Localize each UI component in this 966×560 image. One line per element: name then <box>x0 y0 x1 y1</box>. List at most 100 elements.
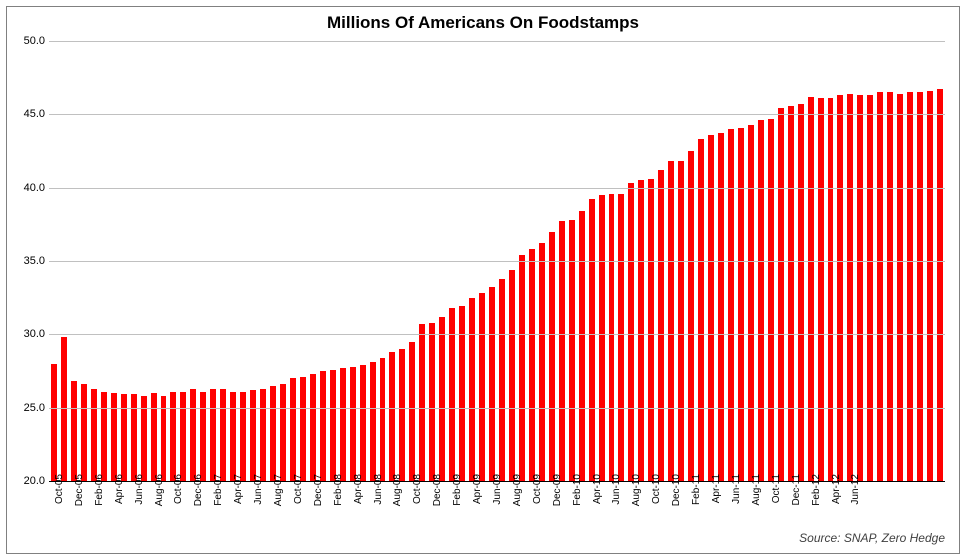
x-tick-label: Aug-11 <box>751 474 762 506</box>
bar <box>618 194 624 481</box>
bar <box>828 98 834 481</box>
bar <box>907 92 913 481</box>
x-tick-label: Dec-05 <box>74 474 85 506</box>
bar <box>141 396 147 481</box>
x-tick-label: Oct-07 <box>293 474 304 504</box>
chart-frame: Millions Of Americans On Foodstamps 20.0… <box>6 6 960 554</box>
x-tick-label: Dec-07 <box>313 474 324 506</box>
bar <box>170 392 176 481</box>
x-tick-label: Jun-06 <box>134 474 145 505</box>
y-tick-label: 30.0 <box>7 328 45 340</box>
x-tick-label: Aug-09 <box>512 474 523 506</box>
bar <box>350 367 356 481</box>
x-tick-label: Jun-11 <box>731 474 742 504</box>
bar <box>380 358 386 481</box>
bar <box>539 243 545 481</box>
y-tick-label: 50.0 <box>7 35 45 47</box>
bar <box>489 287 495 481</box>
y-tick-label: 40.0 <box>7 182 45 194</box>
bar <box>549 232 555 481</box>
bar <box>519 255 525 481</box>
bar <box>778 108 784 481</box>
bar <box>668 161 674 481</box>
bar <box>360 365 366 481</box>
bar <box>210 389 216 481</box>
x-tick-label: Oct-09 <box>532 474 543 504</box>
bar <box>81 384 87 481</box>
bar <box>111 393 117 481</box>
bar <box>798 104 804 481</box>
bar <box>867 95 873 481</box>
x-tick-label: Oct-05 <box>54 474 65 504</box>
bar <box>240 392 246 481</box>
bar <box>409 342 415 481</box>
chart-title: Millions Of Americans On Foodstamps <box>7 13 959 33</box>
x-tick-label: Feb-10 <box>572 474 583 506</box>
bar <box>678 161 684 481</box>
bar <box>499 279 505 481</box>
bar <box>837 95 843 481</box>
bar <box>569 220 575 481</box>
bar <box>260 389 266 481</box>
bar <box>887 92 893 481</box>
x-tick-label: Dec-08 <box>432 474 443 506</box>
x-tick-label: Jun-10 <box>611 474 622 505</box>
gridline <box>49 408 945 409</box>
x-tick-label: Apr-10 <box>592 474 603 504</box>
x-tick-label: Dec-06 <box>193 474 204 506</box>
bar <box>190 389 196 481</box>
x-tick-label: Feb-09 <box>452 474 463 506</box>
bar <box>847 94 853 481</box>
bar <box>897 94 903 481</box>
gridline <box>49 41 945 42</box>
bar <box>419 324 425 481</box>
bar <box>340 368 346 481</box>
bar <box>180 392 186 481</box>
bar <box>698 139 704 481</box>
bar <box>529 249 535 481</box>
bar <box>469 298 475 481</box>
x-tick-label: Apr-06 <box>114 474 125 504</box>
x-tick-label: Aug-10 <box>631 474 642 506</box>
bar <box>200 392 206 481</box>
bar <box>280 384 286 481</box>
y-tick-label: 45.0 <box>7 108 45 120</box>
x-tick-label: Dec-11 <box>791 474 802 506</box>
bar <box>818 98 824 481</box>
gridline <box>49 334 945 335</box>
x-tick-label: Jun-07 <box>253 474 264 505</box>
bar <box>51 364 57 481</box>
bar <box>628 183 634 481</box>
x-tick-label: Feb-11 <box>691 474 702 505</box>
bar <box>738 128 744 481</box>
x-tick-label: Jun-09 <box>492 474 503 505</box>
y-tick-label: 20.0 <box>7 475 45 487</box>
bar <box>648 179 654 481</box>
x-tick-label: Feb-08 <box>333 474 344 506</box>
y-tick-label: 25.0 <box>7 402 45 414</box>
gridline <box>49 261 945 262</box>
bar <box>579 211 585 481</box>
x-tick-label: Aug-06 <box>154 474 165 506</box>
x-tick-label: Aug-07 <box>273 474 284 506</box>
bar <box>509 270 515 481</box>
bar <box>71 381 77 481</box>
bar <box>399 349 405 481</box>
bar <box>270 386 276 481</box>
bar <box>857 95 863 481</box>
x-tick-label: Feb-07 <box>213 474 224 506</box>
x-tick-label: Apr-09 <box>472 474 483 504</box>
x-tick-label: Oct-11 <box>771 474 782 503</box>
bar <box>250 390 256 481</box>
x-tick-label: Oct-10 <box>651 474 662 504</box>
bar <box>937 89 943 481</box>
x-tick-label: Feb-12 <box>811 474 822 506</box>
bar <box>101 392 107 481</box>
bar <box>927 91 933 481</box>
bar <box>290 378 296 481</box>
bar <box>370 362 376 481</box>
bar <box>310 374 316 481</box>
gridline <box>49 188 945 189</box>
x-tick-label: Aug-08 <box>392 474 403 506</box>
bar <box>389 352 395 481</box>
